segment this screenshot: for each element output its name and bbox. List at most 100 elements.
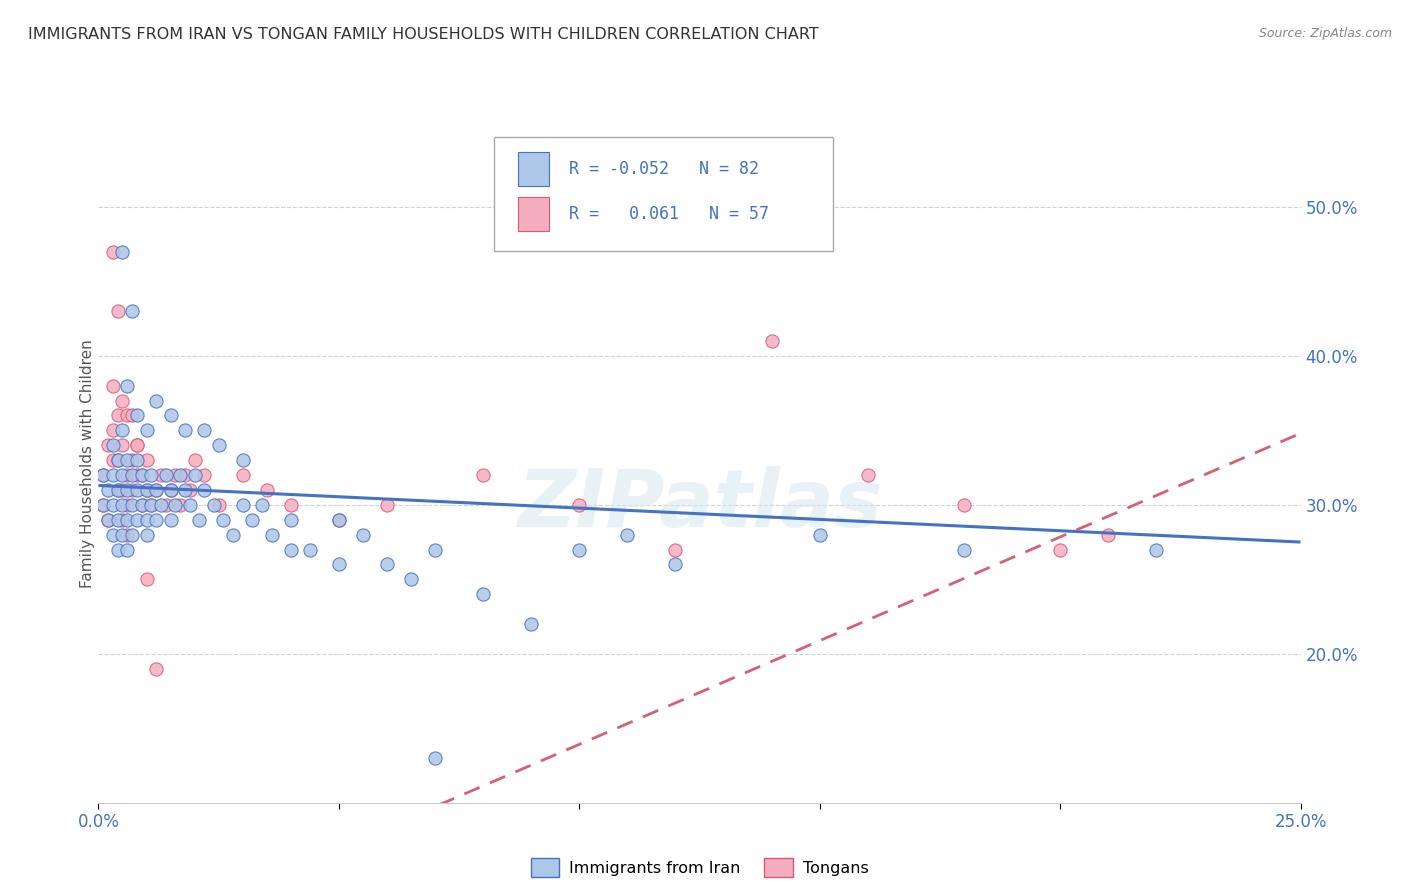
- Point: [856, 468, 879, 483]
- Text: IMMIGRANTS FROM IRAN VS TONGAN FAMILY HOUSEHOLDS WITH CHILDREN CORRELATION CHART: IMMIGRANTS FROM IRAN VS TONGAN FAMILY HO…: [28, 27, 818, 42]
- Point: [280, 513, 302, 527]
- Point: [121, 453, 143, 467]
- Point: [155, 468, 177, 483]
- Point: [568, 542, 591, 557]
- Point: [399, 572, 422, 586]
- Legend: Immigrants from Iran, Tongans: Immigrants from Iran, Tongans: [524, 852, 875, 883]
- Point: [131, 468, 153, 483]
- Point: [174, 468, 197, 483]
- Point: [375, 558, 398, 572]
- Point: [169, 498, 191, 512]
- Point: [121, 304, 143, 318]
- Point: [97, 483, 120, 497]
- Point: [141, 468, 163, 483]
- Point: [111, 423, 134, 437]
- Point: [298, 542, 321, 557]
- Point: [131, 498, 153, 512]
- Point: [107, 453, 129, 467]
- Point: [953, 498, 976, 512]
- Point: [125, 468, 148, 483]
- Point: [183, 468, 205, 483]
- Point: [107, 453, 129, 467]
- Point: [179, 498, 201, 512]
- Point: [280, 498, 302, 512]
- Point: [117, 498, 139, 512]
- Point: [117, 542, 139, 557]
- Point: [423, 751, 446, 765]
- Y-axis label: Family Households with Children: Family Households with Children: [80, 340, 94, 588]
- Point: [280, 542, 302, 557]
- Point: [183, 453, 205, 467]
- Point: [159, 483, 181, 497]
- Point: [202, 498, 225, 512]
- Point: [145, 483, 167, 497]
- Point: [101, 498, 124, 512]
- Point: [174, 483, 197, 497]
- Point: [107, 483, 129, 497]
- Point: [1049, 542, 1071, 557]
- Point: [520, 617, 543, 632]
- Point: [208, 498, 231, 512]
- Point: [179, 483, 201, 497]
- Point: [125, 513, 148, 527]
- Point: [117, 483, 139, 497]
- Point: [352, 527, 374, 541]
- Point: [222, 527, 245, 541]
- Point: [193, 468, 215, 483]
- Point: [107, 304, 129, 318]
- Point: [1144, 542, 1167, 557]
- Point: [232, 468, 254, 483]
- Point: [117, 453, 139, 467]
- Point: [91, 468, 114, 483]
- Point: [568, 498, 591, 512]
- Point: [250, 498, 273, 512]
- Point: [169, 468, 191, 483]
- Point: [107, 483, 129, 497]
- Point: [165, 498, 187, 512]
- Point: [155, 498, 177, 512]
- Point: [256, 483, 278, 497]
- Point: [107, 409, 129, 423]
- Point: [101, 468, 124, 483]
- Point: [328, 513, 350, 527]
- Point: [97, 513, 120, 527]
- Point: [159, 513, 181, 527]
- Point: [193, 483, 215, 497]
- Text: R =   0.061   N = 57: R = 0.061 N = 57: [568, 205, 769, 223]
- Point: [97, 513, 120, 527]
- Text: ZIPatlas: ZIPatlas: [517, 466, 882, 543]
- Point: [145, 393, 167, 408]
- Point: [232, 498, 254, 512]
- Point: [101, 378, 124, 392]
- Point: [472, 587, 495, 601]
- Point: [111, 244, 134, 259]
- Point: [111, 393, 134, 408]
- Point: [149, 498, 172, 512]
- Point: [664, 558, 686, 572]
- Point: [121, 527, 143, 541]
- Point: [117, 378, 139, 392]
- Point: [111, 438, 134, 452]
- Point: [125, 438, 148, 452]
- Point: [1097, 527, 1119, 541]
- Text: Source: ZipAtlas.com: Source: ZipAtlas.com: [1258, 27, 1392, 40]
- Point: [121, 483, 143, 497]
- Point: [472, 468, 495, 483]
- Point: [117, 513, 139, 527]
- Point: [107, 513, 129, 527]
- Point: [111, 483, 134, 497]
- Point: [260, 527, 283, 541]
- Point: [121, 468, 143, 483]
- Point: [101, 244, 124, 259]
- Point: [232, 453, 254, 467]
- Point: [117, 527, 139, 541]
- Point: [141, 498, 163, 512]
- Point: [188, 513, 211, 527]
- Point: [121, 498, 143, 512]
- Text: R = -0.052   N = 82: R = -0.052 N = 82: [568, 160, 759, 178]
- Point: [135, 513, 157, 527]
- Point: [240, 513, 263, 527]
- Point: [953, 542, 976, 557]
- Point: [149, 468, 172, 483]
- Point: [159, 483, 181, 497]
